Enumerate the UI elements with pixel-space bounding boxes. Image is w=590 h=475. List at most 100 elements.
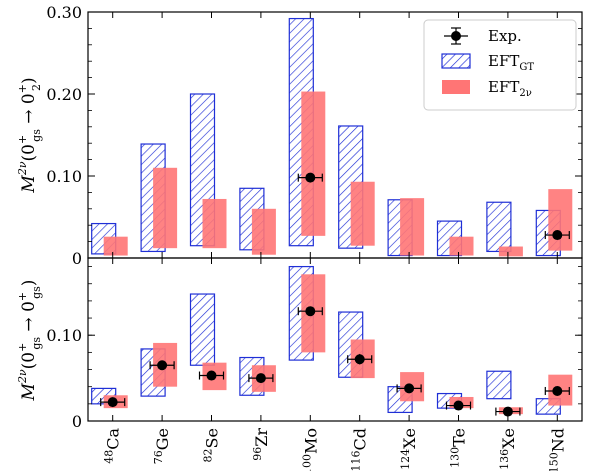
legend-exp-label: Exp. <box>488 27 522 45</box>
x-axis-labels: 48Ca76Ge82Se96Zr100Mo116Cd124Xe130Te136X… <box>103 428 568 475</box>
eft-gt-bar-136Xe <box>486 201 512 253</box>
x-tick-label-76Ge: 76Ge <box>152 428 172 464</box>
x-label-mass: 48 <box>103 450 116 464</box>
legend-exp-marker <box>451 31 461 41</box>
ylabel-part: 2 <box>30 84 43 91</box>
x-label-element: Xe <box>499 428 518 449</box>
legend-gt-swatch <box>441 53 471 69</box>
ylabel-part: + <box>16 292 29 301</box>
eft-gt-bar-82Se <box>189 293 216 366</box>
exp-marker <box>354 354 365 365</box>
eft-2nu-bar-100Mo <box>301 91 326 236</box>
x-label-mass: 124 <box>399 449 412 470</box>
exp-point-136Xe <box>495 406 521 417</box>
exp-point-100Mo <box>297 306 323 317</box>
x-tick-label-136Xe: 136Xe <box>498 428 518 470</box>
x-label-element: Te <box>450 428 469 447</box>
exp-marker <box>404 383 415 394</box>
ylabel-part: gs <box>30 286 43 299</box>
ylabel-part: gs <box>30 337 43 350</box>
y-axis-label-top: M2ν(0+gs → 0+2) <box>16 77 43 193</box>
x-label-element: Cd <box>351 428 370 450</box>
ylabel-part: (0 <box>19 352 39 369</box>
ylabel-part: (0 <box>19 144 39 161</box>
x-label-mass: 130 <box>449 447 462 468</box>
bottom-panel: 00.10 <box>46 257 583 431</box>
y-tick-label: 0.10 <box>46 167 82 186</box>
ylabel-part: → 0 <box>19 301 39 337</box>
y-tick-label: 0.30 <box>46 3 82 22</box>
eft-2nu-bar-130Te <box>449 236 474 256</box>
exp-marker <box>107 397 118 408</box>
ylabel-part: ) <box>19 280 39 287</box>
eft-2nu-bar-76Ge <box>153 167 178 249</box>
x-label-mass: 76 <box>152 450 165 464</box>
exp-point-150Nd <box>544 230 570 241</box>
eft-2nu-bar-124Xe <box>400 198 425 256</box>
legend-gt-sub: GT <box>519 62 534 73</box>
x-label-mass: 116 <box>350 450 363 471</box>
ylabel-part: + <box>16 135 29 144</box>
ylabel-part: M <box>19 175 39 194</box>
exp-point-100Mo <box>297 172 323 183</box>
y-tick-label: 0 <box>72 412 82 431</box>
ylabel-part: M <box>19 382 39 401</box>
exp-point-150Nd <box>544 385 570 396</box>
exp-point-82Se <box>198 370 225 381</box>
exp-marker <box>552 385 563 396</box>
exp-marker <box>305 306 316 317</box>
plot-frame <box>87 257 583 422</box>
x-label-mass: 150 <box>547 452 560 471</box>
x-label-mass: 100 <box>300 454 313 471</box>
x-tick-label-82Se: 82Se <box>202 428 222 462</box>
x-tick-label-100Mo: 100Mo <box>300 428 320 471</box>
exp-point-124Xe <box>396 383 422 394</box>
ylabel-part: gs <box>30 129 43 142</box>
ylabel-part: ) <box>19 77 39 84</box>
eft-gt-bar-136Xe <box>486 370 512 400</box>
y-axis-labels: M2ν(0+gs → 0+2)M2ν(0+gs → 0+gs) <box>16 77 43 401</box>
exp-point-130Te <box>445 400 472 411</box>
x-tick-label-96Zr: 96Zr <box>251 428 271 461</box>
x-label-element: Nd <box>548 428 567 452</box>
y-axis-label-bottom: M2ν(0+gs → 0+gs) <box>16 280 43 402</box>
exp-marker <box>206 370 217 381</box>
exp-marker <box>157 360 168 371</box>
x-label-mass: 136 <box>498 449 511 470</box>
exp-point-96Zr <box>248 373 274 384</box>
x-label-element: Ca <box>104 428 123 450</box>
exp-point-116Cd <box>347 354 373 365</box>
eft-2nu-bar-82Se <box>202 198 227 249</box>
top-panel: 0 0.10 0.20 0.30 <box>46 3 583 268</box>
eft-2nu-bar-48Ca <box>103 236 128 256</box>
x-label-element: Xe <box>400 428 419 449</box>
x-tick-label-130Te: 130Te <box>449 428 469 468</box>
exp-marker <box>255 373 266 384</box>
x-tick-label-48Ca: 48Ca <box>103 428 123 464</box>
exp-point-76Ge <box>149 360 175 371</box>
legend-2nu-sub: 2ν <box>519 88 531 99</box>
y-tick-label: 0.20 <box>46 85 82 104</box>
y-tick-label: 0 <box>72 249 82 268</box>
ylabel-part: + <box>16 84 29 93</box>
eft-2nu-bar-116Cd <box>350 181 375 246</box>
exp-marker <box>305 172 316 183</box>
ylabel-part: 2ν <box>16 369 29 384</box>
x-tick-label-116Cd: 116Cd <box>350 428 370 471</box>
x-tick-label-124Xe: 124Xe <box>399 428 419 470</box>
x-label-element: Ge <box>153 428 172 450</box>
x-label-mass: 96 <box>251 447 264 461</box>
eft-2nu-bar-150Nd <box>548 189 573 251</box>
exp-marker <box>552 230 563 241</box>
eft-2nu-bar-136Xe <box>498 246 523 257</box>
x-label-mass: 82 <box>202 448 215 462</box>
ylabel-part: + <box>16 343 29 352</box>
legend-gt-label: EFTGT <box>488 52 534 73</box>
y-tick-label: 0.10 <box>46 326 82 345</box>
x-label-element: Zr <box>252 428 271 447</box>
eft-2nu-bar-96Zr <box>251 208 276 255</box>
exp-marker <box>502 406 513 417</box>
